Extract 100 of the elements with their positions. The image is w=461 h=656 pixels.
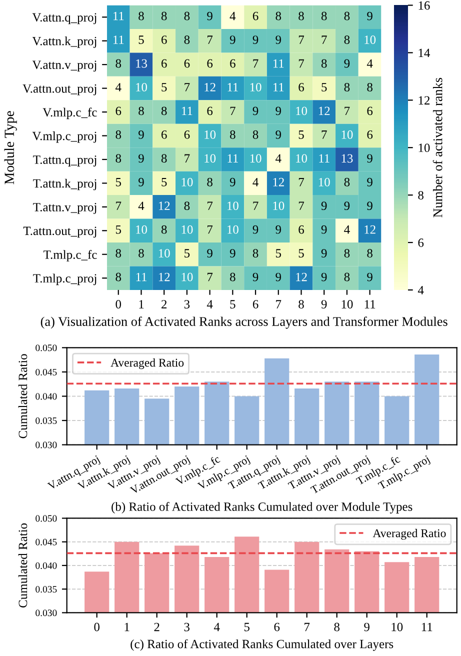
- data-label: 8: [116, 59, 122, 68]
- x-tick-label: 11: [364, 300, 376, 308]
- data-label: 8: [184, 202, 190, 210]
- data-label: 7: [230, 106, 236, 116]
- color-bar-title: Number of activated ranks: [432, 78, 442, 218]
- y-tick-label: V.attn.out_proj: [22, 84, 96, 96]
- y-tick-label: 0.040: [36, 393, 57, 400]
- data-label: 10: [136, 82, 148, 92]
- data-label: 5: [298, 249, 304, 258]
- data-label: 8: [276, 12, 282, 20]
- x-axis-title: (b) Ratio of Activated Ranks Cumulated over Module Types: [112, 502, 412, 514]
- y-tick-label: T.mlp.c_fc: [44, 250, 97, 262]
- data-label: 5: [116, 178, 122, 186]
- x-tick-label: 5: [230, 300, 236, 308]
- data-label: 6: [230, 59, 236, 68]
- color-bar-label: 14: [418, 48, 430, 58]
- data-label: 7: [116, 202, 122, 210]
- data-label: 8: [184, 36, 190, 44]
- data-label: 9: [344, 59, 350, 68]
- x-tick-label: 9: [364, 622, 370, 632]
- x-axis-title: (c) Ratio of Activated Ranks Cumulated over Layers: [130, 639, 394, 651]
- y-tick-label: T.attn.v_proj: [33, 202, 96, 214]
- data-label: 8: [321, 59, 327, 68]
- data-label: 7: [253, 202, 258, 210]
- y-tick-label: T.mlp.c_proj: [33, 274, 96, 286]
- x-tick-label: 5: [244, 622, 250, 632]
- data-label: 9: [367, 272, 372, 282]
- data-label: 11: [228, 154, 238, 162]
- data-label: 8: [116, 249, 122, 258]
- data-label: 8: [344, 36, 350, 44]
- data-label: 10: [364, 36, 376, 44]
- data-label: 8: [230, 272, 236, 282]
- data-label: 9: [344, 202, 350, 210]
- data-label: 10: [228, 202, 238, 210]
- data-label: 9: [321, 225, 327, 234]
- data-label: 5: [138, 36, 144, 44]
- data-label: 4: [116, 83, 122, 92]
- data-label: 7: [184, 154, 190, 162]
- data-label: 10: [228, 225, 238, 234]
- y-tick-label: 0.050: [36, 344, 57, 352]
- data-label: 7: [344, 106, 350, 116]
- data-label: 7: [208, 225, 213, 234]
- data-label: 13: [136, 59, 147, 68]
- data-label: 12: [273, 178, 284, 186]
- data-label: 9: [276, 106, 281, 116]
- data-label: 5: [276, 249, 282, 258]
- data-label: 10: [158, 249, 170, 258]
- x-tick-label: 8: [298, 300, 304, 308]
- data-label: 8: [367, 249, 372, 258]
- y-axis-title: Cumulated Ratio: [18, 354, 28, 438]
- data-label: 7: [298, 178, 304, 186]
- x-tick-label: 11: [422, 622, 432, 632]
- data-label: 4: [344, 225, 350, 234]
- data-label: 6: [367, 130, 373, 139]
- data-label: 9: [276, 36, 281, 44]
- data-label: 9: [207, 12, 212, 20]
- data-label: 9: [276, 225, 281, 234]
- y-tick-label: 0.035: [36, 586, 57, 593]
- y-tick-label: 0.050: [36, 515, 57, 522]
- x-tick-label: 2: [154, 622, 160, 632]
- data-label: 4: [252, 178, 258, 186]
- x-tick-label: 7: [304, 622, 310, 632]
- data-label: 6: [207, 59, 213, 68]
- x-tick-label: 9: [321, 300, 327, 308]
- data-label: 8: [207, 178, 212, 186]
- data-label: 5: [116, 225, 122, 234]
- y-tick-label: V.attn.q_proj: [32, 13, 96, 24]
- y-axis-title: Cumulated Ratio: [18, 523, 28, 608]
- data-label: 9: [321, 202, 327, 210]
- x-tick-label: 1: [124, 622, 130, 632]
- x-tick-label: 4: [206, 300, 213, 308]
- data-label: 8: [116, 272, 122, 282]
- data-label: 10: [250, 82, 262, 92]
- data-label: 10: [182, 225, 193, 234]
- data-label: 5: [322, 83, 327, 92]
- data-label: 12: [364, 225, 376, 234]
- data-label: 4: [276, 154, 282, 162]
- data-label: 10: [273, 202, 284, 210]
- data-label: 11: [182, 106, 192, 116]
- y-tick-label: T.attn.out_proj: [23, 226, 96, 238]
- data-label: 7: [322, 130, 327, 139]
- data-label: 10: [318, 178, 330, 186]
- data-label: 9: [230, 178, 236, 186]
- data-label: 9: [367, 202, 372, 210]
- data-label: 10: [296, 106, 308, 116]
- data-label: 7: [322, 36, 327, 44]
- x-tick-label: 3: [184, 300, 190, 308]
- data-label: 9: [321, 272, 327, 282]
- x-tick-label: 4: [214, 622, 220, 632]
- data-label: 6: [207, 106, 213, 116]
- data-label: 10: [204, 130, 216, 139]
- data-label: 5: [162, 83, 167, 92]
- x-tick-label: 0: [116, 300, 122, 308]
- x-tick-label: 3: [184, 622, 190, 632]
- data-label: 9: [367, 178, 372, 186]
- data-label: 7: [208, 202, 213, 210]
- data-label: 8: [184, 12, 190, 20]
- data-label: 9: [252, 106, 258, 116]
- data-label: 9: [252, 225, 258, 234]
- x-axis-title: (a) Visualization of Activated Ranks across Layers and Transformer Modules: [40, 316, 448, 329]
